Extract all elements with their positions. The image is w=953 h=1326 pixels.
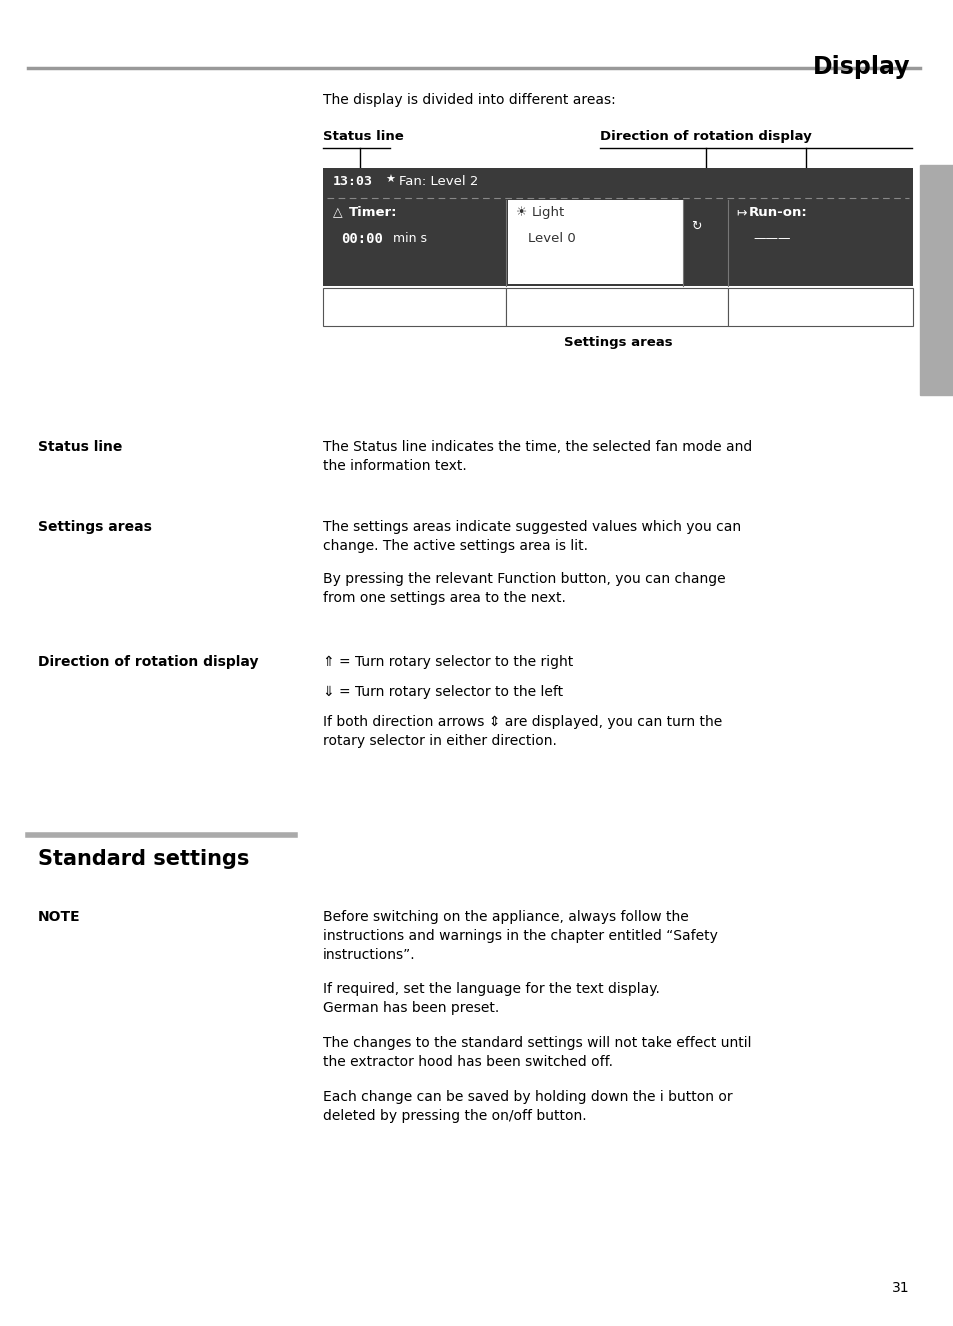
Text: ———: ——— (752, 232, 790, 245)
Text: ↦: ↦ (735, 206, 745, 219)
Text: Display: Display (812, 54, 909, 80)
Text: Direction of rotation display: Direction of rotation display (38, 655, 258, 670)
Text: Settings areas: Settings areas (38, 520, 152, 534)
Text: ⇑ = Turn rotary selector to the right: ⇑ = Turn rotary selector to the right (323, 655, 573, 670)
Text: Light: Light (532, 206, 565, 219)
Text: ★: ★ (385, 175, 395, 186)
Bar (323, 168, 912, 286)
Text: NOTE: NOTE (38, 910, 81, 924)
Text: 13:03: 13:03 (333, 175, 373, 188)
Text: Status line: Status line (38, 440, 122, 453)
Text: Timer:: Timer: (349, 206, 397, 219)
Text: Before switching on the appliance, always follow the
instructions and warnings i: Before switching on the appliance, alway… (323, 910, 717, 961)
Text: Fan: Level 2: Fan: Level 2 (398, 175, 477, 188)
Text: Status line: Status line (323, 130, 403, 143)
Text: By pressing the relevant Function button, you can change
from one settings area : By pressing the relevant Function button… (323, 572, 725, 605)
Text: The settings areas indicate suggested values which you can
change. The active se: The settings areas indicate suggested va… (323, 520, 740, 553)
Text: Each change can be saved by holding down the i button or
deleted by pressing the: Each change can be saved by holding down… (323, 1090, 732, 1123)
Text: min s: min s (389, 232, 427, 245)
Text: Settings areas: Settings areas (563, 335, 672, 349)
Text: △: △ (333, 206, 342, 219)
Bar (507, 200, 682, 284)
Text: Standard settings: Standard settings (38, 849, 249, 869)
Text: The display is divided into different areas:: The display is divided into different ar… (323, 93, 615, 107)
Text: ↻: ↻ (690, 220, 700, 233)
Text: 31: 31 (891, 1281, 909, 1296)
Text: The Status line indicates the time, the selected fan mode and
the information te: The Status line indicates the time, the … (323, 440, 752, 473)
Text: If both direction arrows ⇕ are displayed, you can turn the
rotary selector in ei: If both direction arrows ⇕ are displayed… (323, 715, 721, 748)
Text: If required, set the language for the text display.
German has been preset.: If required, set the language for the te… (323, 983, 659, 1014)
Text: Run-on:: Run-on: (748, 206, 807, 219)
Text: Direction of rotation display: Direction of rotation display (599, 130, 811, 143)
Text: ⇓ = Turn rotary selector to the left: ⇓ = Turn rotary selector to the left (323, 686, 562, 699)
Bar (727, 288, 912, 326)
Bar (505, 288, 727, 326)
Text: ☀: ☀ (516, 206, 527, 219)
Text: The changes to the standard settings will not take effect until
the extractor ho: The changes to the standard settings wil… (323, 1036, 751, 1069)
Text: 00:00: 00:00 (340, 232, 382, 247)
Bar (323, 288, 505, 326)
Text: Level 0: Level 0 (527, 232, 576, 245)
Bar (919, 164, 953, 395)
